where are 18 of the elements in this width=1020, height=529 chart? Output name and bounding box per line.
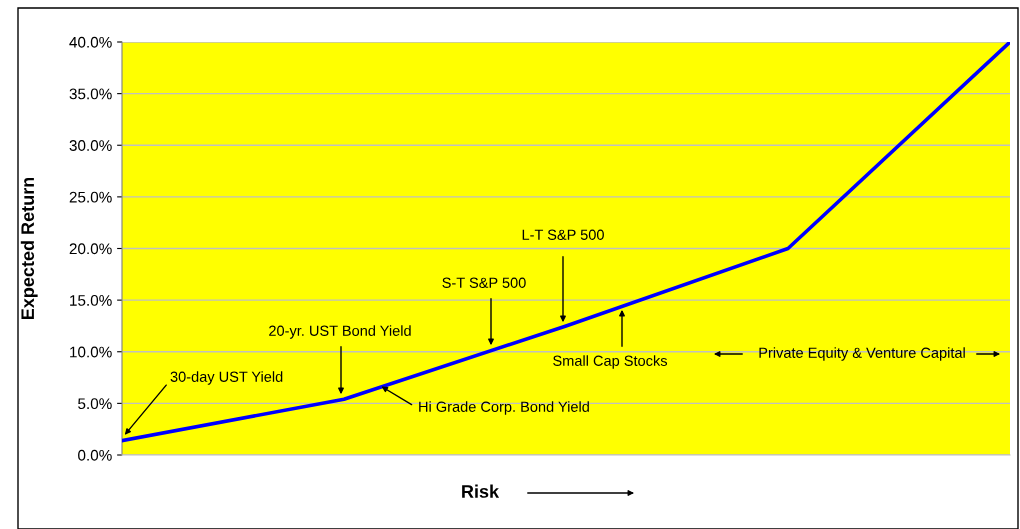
- y-tick-label: 30.0%: [69, 140, 112, 151]
- y-tick-label: 5.0%: [78, 398, 112, 410]
- annotation: 30-day UST Yield: [170, 371, 283, 385]
- annotation: S-T S&P 500: [442, 277, 526, 288]
- y-tick-label: 15.0%: [70, 294, 112, 306]
- line-series: [122, 42, 1010, 443]
- annotation: 20-yr. UST Bond Yield: [269, 325, 411, 339]
- y-tick-label: 25.0%: [69, 191, 112, 203]
- y-tick-label: 40.0%: [69, 36, 112, 48]
- annotation: L-T S&P 500: [522, 229, 604, 240]
- annotation: Small Cap Stocks: [553, 355, 668, 369]
- annotation: Hi Grade Corp. Bond Yield: [419, 401, 589, 415]
- y-tick-label: 20.0%: [69, 243, 112, 255]
- y-tick-label: 0.0%: [78, 449, 112, 461]
- x-axis-title: Risk: [462, 484, 500, 498]
- y-axis-title: Expected Return: [20, 177, 38, 320]
- y-tick-label: 10.0%: [70, 346, 112, 358]
- y-tick-label: 35.0%: [69, 88, 112, 100]
